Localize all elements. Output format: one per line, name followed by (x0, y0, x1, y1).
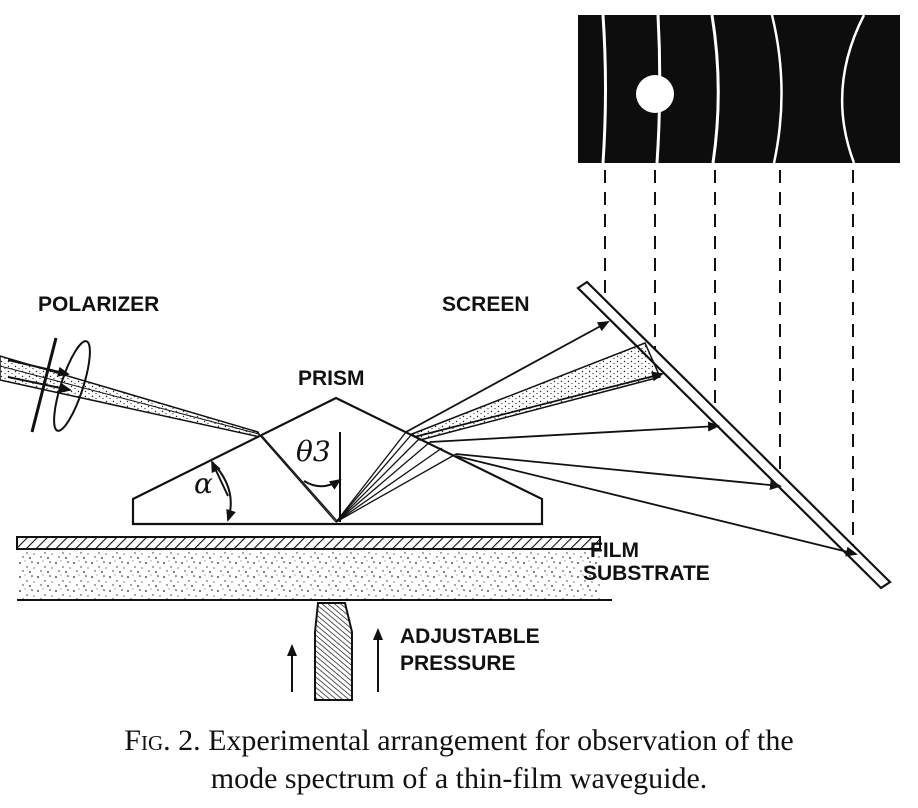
figure-caption: Fig. 2. Experimental arrangement for obs… (0, 722, 918, 798)
incident-beam (0, 355, 262, 439)
screen-label: SCREEN (442, 293, 530, 316)
caption-text-1: Experimental arrangement for observation… (208, 724, 794, 757)
substrate-label: SUBSTRATE (583, 562, 710, 585)
film-label: FILM (590, 539, 639, 562)
photo-spot (636, 75, 674, 113)
alpha-label: α (194, 467, 213, 500)
substrate (17, 549, 600, 600)
film-layer (16, 536, 601, 550)
pressure-label: PRESSURE (400, 652, 516, 675)
output-beams (405, 321, 858, 557)
caption-text-2: mode spectrum of a thin-film waveguide. (210, 762, 708, 795)
pressure-plunger (287, 602, 383, 701)
alpha-angle (211, 460, 236, 522)
theta-angle (303, 432, 342, 522)
prism (131, 396, 544, 526)
mode-line-1 (601, 14, 607, 164)
prism-label: PRISM (298, 367, 365, 390)
caption-line-1: Fig. 2. Experimental arrangement for obs… (0, 722, 918, 760)
mode-line-5 (840, 14, 866, 164)
mode-line-4 (770, 14, 783, 164)
caption-figure-number: Fig. 2. (124, 724, 201, 757)
mode-line-3 (710, 14, 720, 164)
photo-background (578, 15, 900, 163)
projection-lines (604, 170, 854, 550)
caption-line-2: mode spectrum of a thin-film waveguide. (0, 760, 918, 798)
polarizer-label: POLARIZER (38, 293, 159, 316)
adjustable-label: ADJUSTABLE (400, 625, 540, 648)
theta-label: θ3 (296, 435, 331, 468)
internal-beam (256, 431, 457, 523)
mode-spectrum-photo (578, 14, 900, 164)
